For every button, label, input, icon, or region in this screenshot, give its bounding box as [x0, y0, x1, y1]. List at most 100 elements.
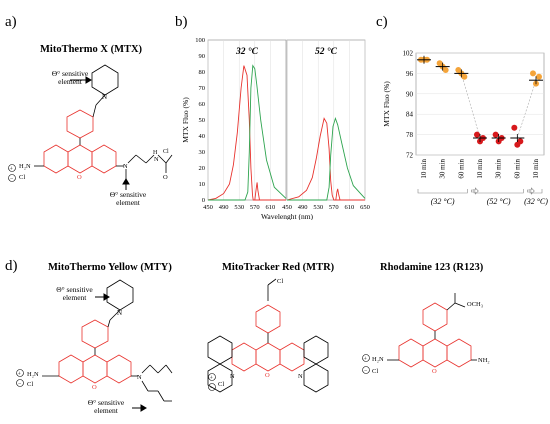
r123-och3: OCH₃ — [467, 301, 483, 308]
spectrum-line — [286, 117, 365, 201]
y-tick-label: 50 — [199, 117, 206, 124]
x-tick-label: 490 — [298, 204, 308, 211]
y-tick-label: 84 — [406, 111, 414, 119]
group-label: (32 °C) — [431, 197, 455, 206]
arrow-right-icon — [70, 76, 92, 84]
mty-structure: N O N + − — [16, 279, 173, 412]
x-tick-label: 490 — [219, 204, 229, 211]
svg-text:O: O — [265, 372, 270, 379]
mty-title: MitoThermo Yellow (MTY) — [48, 262, 172, 273]
group-label: (32 °C) — [524, 197, 548, 206]
arrow-up-icon — [122, 178, 130, 190]
spectrum-line — [207, 65, 286, 201]
group-bracket — [417, 189, 468, 194]
svg-text:H: H — [153, 150, 158, 156]
arrow-right-icon — [132, 404, 147, 412]
mty-sensitive-label-2: Θ° sensitive element — [87, 398, 125, 415]
y-tick-label: 80 — [199, 69, 206, 76]
y-axis-label: MTX Fluo (%) — [382, 81, 391, 127]
y-tick-label: 40 — [199, 133, 206, 140]
plus-charge-icon — [16, 369, 24, 377]
time-course-chart: 72 78 84 90 96 102 10 min 30 min 60 min 10 min 30 … — [382, 50, 548, 207]
svg-text:−: − — [210, 386, 214, 392]
r123-title: Rhodamine 123 (R123) — [380, 262, 484, 273]
x-tick-label: 10 min — [476, 159, 484, 179]
x-tick-label: 10 min — [532, 159, 540, 179]
mty-sensitive-label-1: Θ° sensitive element — [56, 285, 93, 302]
arrow-right-icon — [95, 293, 110, 301]
mtx-sensitive-label-1: Θ° sensitive element — [51, 69, 89, 86]
y-tick-label: 96 — [406, 70, 414, 78]
mtr-structure: O N N + − — [207, 278, 329, 393]
mtx-xanthene-core — [43, 138, 117, 174]
data-point — [474, 131, 480, 138]
r123-nh2: NH₂ — [478, 357, 490, 364]
piperidine-ring — [91, 64, 119, 106]
mtr-cl: Cl — [277, 278, 284, 285]
y-tick-label: 78 — [406, 131, 414, 139]
svg-text:Cl: Cl — [163, 149, 169, 155]
minus-charge-icon — [8, 174, 16, 182]
panel-label-c: c) — [376, 14, 388, 30]
arrow-right-icon — [471, 187, 479, 195]
plus-charge-icon — [208, 373, 216, 381]
mtx-phenyl-ring — [66, 104, 97, 139]
group-label: (52 °C) — [487, 197, 511, 206]
y-axis-label: MTX Fluo (%) — [181, 97, 190, 143]
y-tick-label: 60 — [199, 101, 206, 108]
spectra-chart: 450 490 530 570 610 0 10 20 30 40 50 60 70 80 90 100 32 … — [181, 37, 370, 220]
data-point — [461, 73, 468, 80]
mtx-h2n: H₂N — [19, 163, 31, 170]
x-tick-label: 530 — [313, 204, 323, 211]
minus-charge-icon — [362, 366, 370, 374]
x-tick-label: 450 — [282, 204, 292, 211]
svg-text:N: N — [298, 373, 303, 380]
x-tick-label: 650 — [360, 204, 370, 211]
subplot-title: 32 °C — [235, 46, 259, 57]
svg-text:+: + — [210, 376, 214, 382]
data-point — [530, 70, 536, 77]
y-tick-label: 20 — [199, 165, 206, 172]
y-tick-label: 90 — [199, 53, 206, 60]
x-tick-label: 570 — [250, 204, 260, 211]
x-tick-label: 60 min — [513, 159, 521, 179]
minus-charge-icon — [16, 379, 24, 387]
mty-h2n: H₂N — [27, 371, 39, 378]
panel-label-d: d) — [5, 258, 18, 274]
y-tick-label: 10 — [199, 181, 206, 188]
plus-charge-icon — [8, 164, 16, 172]
x-tick-label: 450 — [203, 204, 213, 211]
mtr-title: MitoTracker Red (MTR) — [222, 262, 335, 273]
svg-text:+: + — [18, 372, 22, 378]
spectrum-line — [208, 64, 287, 201]
mtx-title: MitoThermo X (MTX) — [40, 44, 143, 55]
data-point — [442, 67, 449, 73]
spectrum-line — [287, 116, 366, 201]
data-point — [511, 124, 518, 131]
y-tick-label: 102 — [403, 50, 414, 58]
x-tick-label: 30 min — [495, 159, 503, 179]
x-axis-label: Wavelenght (nm) — [261, 212, 314, 220]
x-tick-label: 570 — [329, 204, 339, 211]
svg-text:O: O — [163, 174, 168, 181]
svg-text:+: + — [364, 357, 368, 363]
svg-text:+: + — [10, 167, 14, 173]
y-tick-label: 0 — [202, 197, 205, 204]
svg-text:O: O — [77, 174, 82, 181]
group-bracket — [529, 189, 543, 194]
svg-text:O: O — [432, 368, 437, 375]
plus-charge-icon — [362, 354, 370, 362]
x-tick-label: 30 min — [439, 159, 447, 179]
svg-text:N: N — [154, 156, 159, 163]
svg-text:−: − — [364, 369, 368, 375]
mty-cl: Cl — [27, 381, 34, 388]
y-tick-label: 100 — [195, 37, 205, 44]
r123-structure: O + − — [362, 293, 477, 375]
x-tick-label: 610 — [345, 204, 355, 211]
y-tick-label: 30 — [199, 149, 206, 156]
data-point — [492, 131, 499, 138]
spectrum-line — [254, 182, 260, 201]
svg-text:−: − — [10, 177, 14, 183]
data-point — [536, 73, 542, 80]
svg-text:N: N — [230, 373, 235, 380]
